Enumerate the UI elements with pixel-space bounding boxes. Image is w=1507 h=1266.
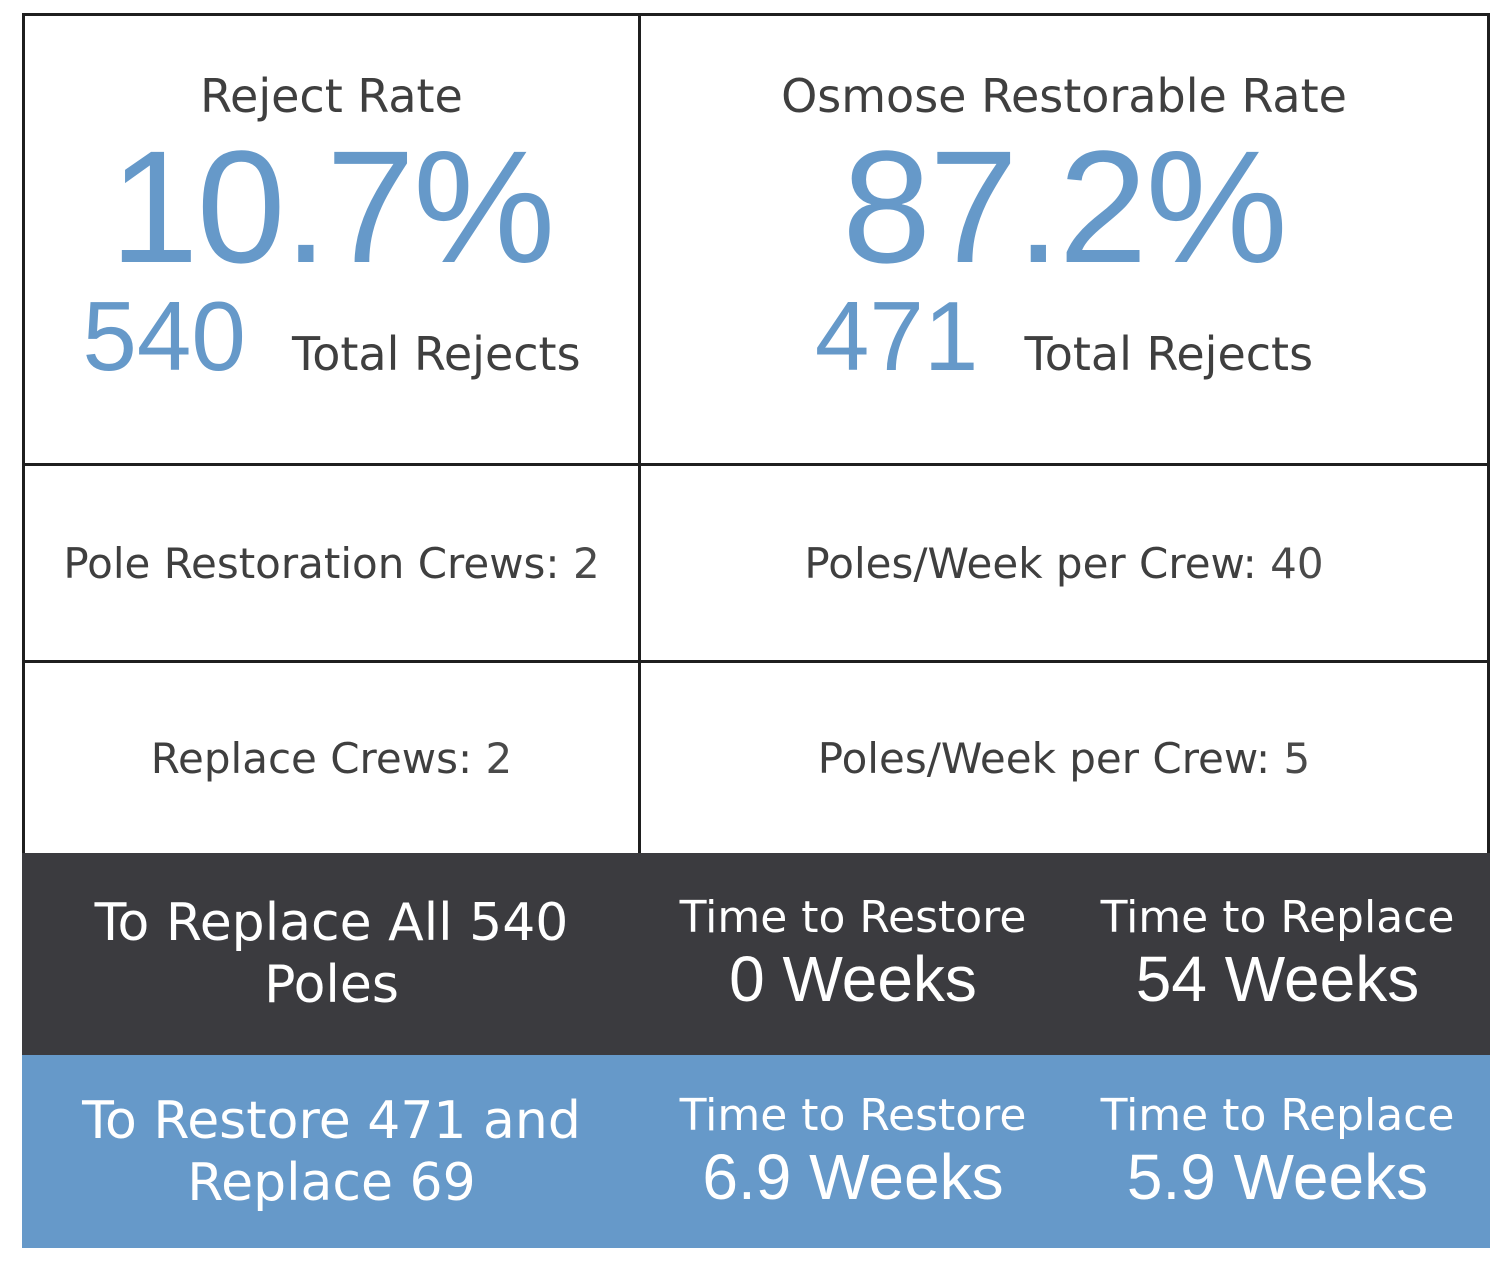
restoration-crews-label: Pole Restoration Crews: xyxy=(63,538,560,588)
replace-rate-cell: Poles/Week per Crew: 5 xyxy=(641,663,1490,853)
restorable-count-label: Total Rejects xyxy=(1024,327,1314,381)
restoration-rate-value: 40 xyxy=(1270,538,1324,588)
replace-all-replace-value: 54 Weeks xyxy=(1135,943,1420,1015)
replace-crews-cell: Replace Crews: 2 xyxy=(22,663,641,853)
reject-count-label: Total Rejects xyxy=(291,327,581,381)
reject-rate-title: Reject Rate xyxy=(200,69,463,123)
replace-all-restore-value: 0 Weeks xyxy=(729,943,977,1015)
restore-scenario-restore-value: 6.9 Weeks xyxy=(702,1140,1004,1213)
metrics-grid: Reject Rate 10.7% 540 Total Rejects Osmo… xyxy=(22,13,1490,853)
restoration-crews-cell: Pole Restoration Crews: 2 xyxy=(22,466,641,663)
restorable-count-line: 471 Total Rejects xyxy=(815,286,1313,386)
restoration-crews-row: Pole Restoration Crews: 2 Poles/Week per… xyxy=(22,466,1490,663)
restorable-rate-card: Osmose Restorable Rate 87.2% 471 Total R… xyxy=(641,13,1490,466)
restorable-count: 471 xyxy=(814,281,979,391)
restore-scenario-replace-value: 5.9 Weeks xyxy=(1126,1140,1429,1213)
rates-row: Reject Rate 10.7% 540 Total Rejects Osmo… xyxy=(22,13,1490,466)
restoration-crews-value: 2 xyxy=(572,538,600,588)
replace-crews-row: Replace Crews: 2 Poles/Week per Crew: 5 xyxy=(22,663,1490,853)
restoration-rate-label: Poles/Week per Crew: xyxy=(804,538,1257,588)
reject-rate-card: Reject Rate 10.7% 540 Total Rejects xyxy=(22,13,641,466)
restore-scenario-replace-label: Time to Replace xyxy=(1100,1089,1455,1141)
replace-crews-label: Replace Crews: xyxy=(150,733,473,783)
reject-count: 540 xyxy=(82,281,246,391)
replace-all-restore-time: Time to Restore 0 Weeks xyxy=(641,853,1065,1055)
replace-crews-value: 2 xyxy=(485,733,513,783)
replace-all-scenario: To Replace All 540 Poles Time to Restore… xyxy=(22,853,1490,1055)
reject-rate-value: 10.7% xyxy=(109,117,556,296)
restorable-rate-title: Osmose Restorable Rate xyxy=(781,69,1347,123)
restorable-rate-value: 87.2% xyxy=(842,117,1288,296)
restore-scenario-title: To Restore 471 and Replace 69 xyxy=(82,1090,581,1213)
reject-count-line: 540 Total Rejects xyxy=(82,286,580,386)
restore-scenario: To Restore 471 and Replace 69 Time to Re… xyxy=(22,1055,1490,1248)
restore-scenario-restore-label: Time to Restore xyxy=(679,1089,1027,1141)
replace-all-restore-label: Time to Restore xyxy=(679,892,1027,943)
replace-all-title: To Replace All 540 Poles xyxy=(94,893,569,1015)
replace-all-replace-label: Time to Replace xyxy=(1100,892,1455,943)
restore-scenario-replace-time: Time to Replace 5.9 Weeks xyxy=(1065,1055,1490,1248)
replace-all-replace-time: Time to Replace 54 Weeks xyxy=(1065,853,1490,1055)
restore-scenario-restore-time: Time to Restore 6.9 Weeks xyxy=(641,1055,1065,1248)
restoration-rate-cell: Poles/Week per Crew: 40 xyxy=(641,466,1490,663)
replace-rate-value: 5 xyxy=(1283,733,1311,783)
replace-rate-label: Poles/Week per Crew: xyxy=(817,733,1271,783)
